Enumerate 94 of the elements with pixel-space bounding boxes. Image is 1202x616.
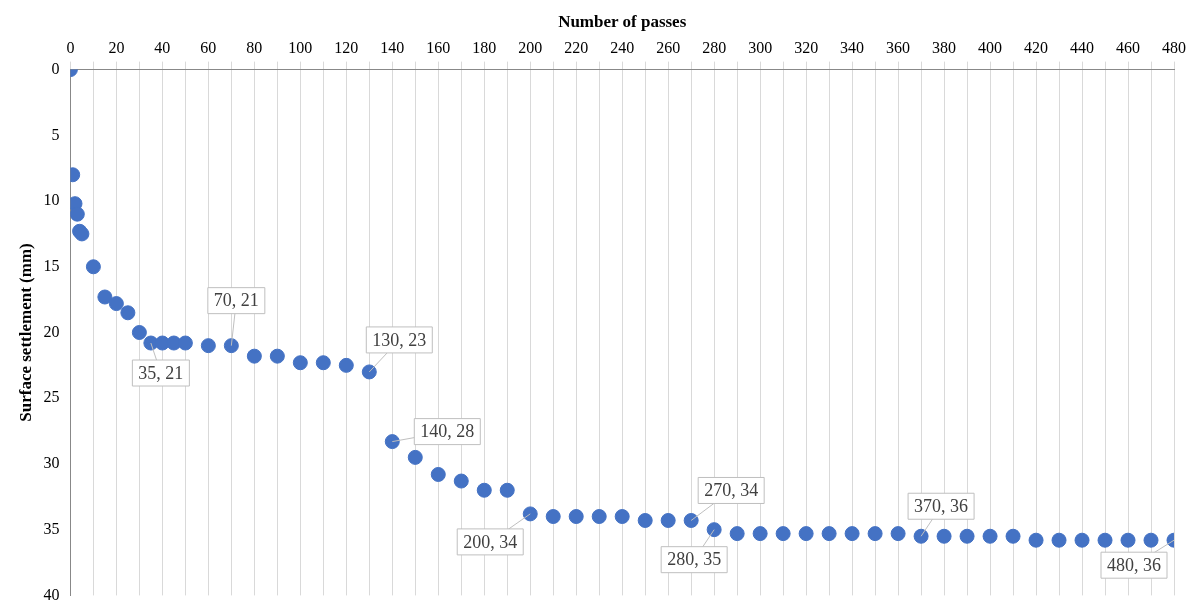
point [85, 259, 101, 275]
annotation: 480, 36 [1107, 554, 1161, 575]
x-tick-label: 260 [656, 39, 681, 57]
x-tick-label: 480 [1162, 39, 1186, 57]
point [660, 512, 676, 528]
point [269, 348, 285, 364]
point [292, 355, 308, 371]
point [430, 466, 446, 482]
y-tick-label: 5 [51, 125, 60, 143]
x-tick-label: 100 [288, 39, 313, 57]
point [108, 296, 124, 312]
point [384, 434, 400, 450]
y-tick-label: 20 [43, 322, 60, 340]
point [120, 305, 136, 321]
point [315, 355, 331, 371]
point [1028, 532, 1044, 548]
point [1120, 532, 1136, 548]
x-tick-label: 420 [1024, 39, 1049, 57]
annotation: 280, 35 [667, 549, 722, 570]
point [361, 364, 377, 380]
point [798, 526, 814, 542]
point [1097, 532, 1113, 548]
x-tick-label: 240 [610, 39, 635, 57]
y-tick-label: 15 [43, 256, 60, 274]
point [499, 482, 515, 498]
x-tick-label: 300 [748, 39, 773, 57]
annotation: 70, 21 [213, 290, 259, 311]
point [706, 522, 722, 538]
y-tick-label: 40 [43, 585, 60, 603]
point [752, 526, 768, 542]
point [338, 357, 354, 373]
y-tick-label: 30 [43, 454, 60, 472]
point [200, 338, 216, 354]
x-tick-label: 280 [702, 39, 727, 57]
point [637, 512, 653, 528]
point [936, 528, 952, 544]
x-tick-label: 320 [794, 39, 819, 57]
annotation: 35, 21 [138, 362, 184, 383]
x-tick-label: 440 [1070, 39, 1095, 57]
point [522, 506, 538, 522]
point [614, 509, 630, 525]
point [476, 482, 492, 498]
y-tick-label: 0 [51, 59, 60, 77]
point [775, 526, 791, 542]
x-tick-label: 0 [66, 39, 75, 57]
annotation: 140, 28 [420, 421, 475, 442]
x-tick-label: 60 [200, 39, 217, 57]
x-tick-label: 220 [564, 39, 589, 57]
point [568, 509, 584, 525]
x-tick-label: 400 [978, 39, 1003, 57]
point [1143, 532, 1159, 548]
point [177, 335, 193, 351]
point [683, 512, 699, 528]
point [729, 526, 745, 542]
point [545, 509, 561, 525]
x-tick-label: 120 [334, 39, 359, 57]
point [890, 526, 906, 542]
x-tick-label: 20 [108, 39, 125, 57]
y-tick-label: 25 [43, 388, 60, 406]
point [453, 473, 469, 489]
point [959, 528, 975, 544]
annotation: 270, 34 [704, 480, 759, 501]
point [70, 206, 85, 222]
y-tick-label: 35 [43, 519, 60, 537]
annotation: 370, 36 [914, 495, 969, 516]
x-tick-label: 40 [154, 39, 171, 57]
point [1074, 532, 1090, 548]
point [407, 449, 423, 465]
point [821, 526, 837, 542]
point [844, 526, 860, 542]
point [1005, 528, 1021, 544]
point [223, 338, 239, 354]
point [131, 325, 147, 340]
point [246, 348, 262, 364]
annotation: 200, 34 [463, 531, 518, 552]
x-tick-label: 460 [1116, 39, 1141, 57]
x-tick-label: 180 [472, 39, 497, 57]
point [591, 509, 607, 525]
annotation: 130, 23 [372, 329, 427, 350]
x-tick-label: 80 [246, 39, 263, 57]
x-axis-title: Number of passes [558, 11, 687, 31]
x-tick-label: 360 [886, 39, 911, 57]
x-tick-label: 380 [932, 39, 957, 57]
point [867, 526, 883, 542]
x-tick-label: 340 [840, 39, 865, 57]
x-tick-label: 140 [380, 39, 405, 57]
point [913, 528, 929, 544]
y-axis-title: Surface settlement (mm) [15, 243, 35, 422]
point [982, 528, 998, 544]
point [1051, 532, 1067, 548]
y-tick-label: 10 [43, 191, 60, 209]
point [97, 289, 113, 305]
x-tick-label: 200 [518, 39, 543, 57]
x-tick-label: 160 [426, 39, 451, 57]
